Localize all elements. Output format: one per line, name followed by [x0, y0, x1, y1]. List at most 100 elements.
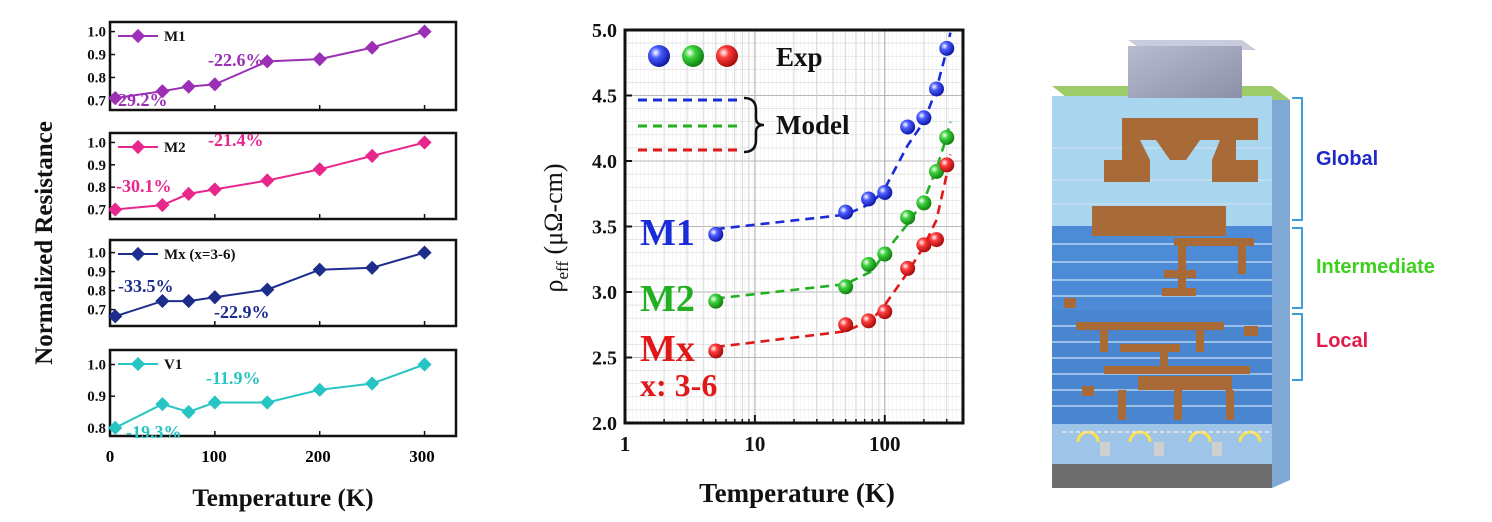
stack-base	[1052, 464, 1272, 488]
left-ytick-label: 1.0	[87, 358, 106, 374]
middle-ylabel-sub: eff	[553, 261, 572, 280]
left-data-point	[312, 262, 327, 277]
left-data-point	[207, 182, 222, 197]
middle-panel: 2.0 2.5 3.0 3.5 4.0 4.5 5.0 1 10 100 Exp Model M1…	[539, 20, 965, 508]
left-legend-marker	[130, 356, 146, 372]
middle-data-points	[708, 40, 955, 359]
data-point-m1	[708, 226, 724, 242]
middle-ytick-label: 3.0	[592, 282, 617, 304]
middle-xtick-label: 10	[744, 432, 765, 456]
data-point-mx	[708, 343, 724, 359]
data-point-m1	[877, 184, 893, 200]
stack-transistors	[1062, 430, 1270, 456]
left-subplot-frame-4	[108, 348, 458, 438]
legend-sphere-green	[682, 45, 704, 67]
left-data-point	[365, 376, 380, 391]
model-curve-m2	[715, 121, 952, 300]
left-ytick-label: 0.7	[87, 303, 106, 319]
left-ytick-label: 0.9	[87, 48, 106, 64]
label-intermediate: Intermediate	[1316, 256, 1435, 278]
data-point-mx	[877, 304, 893, 320]
left-data-point	[417, 245, 432, 260]
stack-global-copper	[1092, 118, 1258, 236]
data-point-mx	[838, 317, 854, 333]
left-data-point	[260, 282, 275, 297]
stack-side-face	[1272, 92, 1290, 488]
left-xtick-200: 200	[305, 447, 331, 466]
middle-ytick-label: 2.0	[592, 413, 617, 435]
left-panel: Normalized Resistance 0.7 0.8 0.9 1.0 M1 -29.…	[31, 20, 458, 512]
data-point-m1	[939, 40, 955, 56]
left-subplot-frame-3	[108, 238, 458, 328]
middle-ticks: 2.0 2.5 3.0 3.5 4.0 4.5 5.0 1 10 100	[592, 20, 964, 456]
data-point-m2	[838, 279, 854, 295]
left-data-point	[365, 260, 380, 275]
series-label-mx-range: x: 3-6	[640, 367, 717, 403]
left-x-ticks: 0 100 200 300	[106, 447, 435, 466]
left-annotation: -11.9%	[206, 368, 261, 388]
middle-ytick-label: 4.0	[592, 151, 617, 173]
left-ytick-label: 0.8	[87, 284, 106, 300]
data-point-m1	[928, 81, 944, 97]
left-xtick-300: 300	[409, 447, 435, 466]
left-annotation: -33.5%	[118, 276, 174, 296]
left-data-point	[417, 135, 432, 150]
left-ytick-label: 0.9	[87, 158, 106, 174]
left-ytick-label: 1.0	[87, 246, 106, 262]
model-curve-m1	[715, 32, 952, 231]
left-annotation: -19.3%	[126, 422, 182, 442]
middle-ytick-label: 5.0	[592, 20, 617, 42]
data-point-m1	[900, 119, 916, 135]
left-data-point	[260, 54, 275, 69]
left-legend-label: M1	[164, 29, 186, 45]
left-ytick-label: 0.7	[87, 203, 106, 219]
left-data-point	[312, 382, 327, 397]
middle-legend: Exp Model	[638, 42, 850, 154]
left-legend-marker	[130, 246, 146, 262]
left-data-point	[365, 40, 380, 55]
left-ytick-label: 0.8	[87, 180, 106, 196]
data-point-m2	[900, 209, 916, 225]
left-ylabel: Normalized Resistance	[31, 121, 58, 365]
left-data-point	[365, 148, 380, 163]
left-data-point	[108, 420, 123, 435]
middle-xlabel: Temperature (K)	[699, 478, 895, 508]
stack-local-copper	[1076, 322, 1258, 420]
left-data-point	[181, 293, 196, 309]
left-data-point	[181, 186, 196, 201]
data-point-m1	[861, 191, 877, 207]
data-point-m2	[916, 195, 932, 211]
left-legend-label: M2	[164, 140, 186, 156]
legend-sphere-red	[716, 45, 738, 67]
left-ytick-label: 0.8	[87, 70, 106, 86]
left-annotation: -22.9%	[214, 302, 270, 322]
label-local: Local	[1316, 330, 1368, 352]
legend-model-label: Model	[776, 110, 850, 140]
local-bracket	[1292, 313, 1303, 381]
label-global: Global	[1316, 148, 1378, 170]
left-data-point	[181, 404, 196, 420]
middle-xtick-label: 100	[869, 432, 901, 456]
intermediate-bracket	[1292, 227, 1303, 309]
interconnect-stack-illustration: Global Intermediate Local	[1052, 40, 1435, 488]
left-data-point	[417, 357, 432, 372]
series-label-m1: M1	[640, 212, 695, 254]
series-label-m2: M2	[640, 278, 695, 320]
middle-ytick-label: 2.5	[592, 348, 617, 370]
left-legend-label: V1	[164, 357, 182, 373]
global-bracket	[1292, 97, 1303, 221]
middle-ylabel-rho: ρ	[539, 280, 568, 293]
middle-xtick-label: 1	[620, 432, 631, 456]
data-point-m2	[939, 129, 955, 145]
left-subplot-frame-2	[108, 131, 458, 221]
left-data-point	[108, 309, 123, 324]
left-xtick-100: 100	[201, 447, 227, 466]
middle-ytick-label: 3.5	[592, 217, 617, 239]
legend-model-brace	[743, 96, 765, 154]
left-data-point	[260, 173, 275, 188]
middle-ylabel: ρeff (μΩ-cm)	[539, 163, 572, 292]
left-legend-label: Mx (x=3-6)	[164, 247, 235, 263]
left-legend-marker	[130, 28, 146, 44]
data-point-mx	[916, 237, 932, 253]
